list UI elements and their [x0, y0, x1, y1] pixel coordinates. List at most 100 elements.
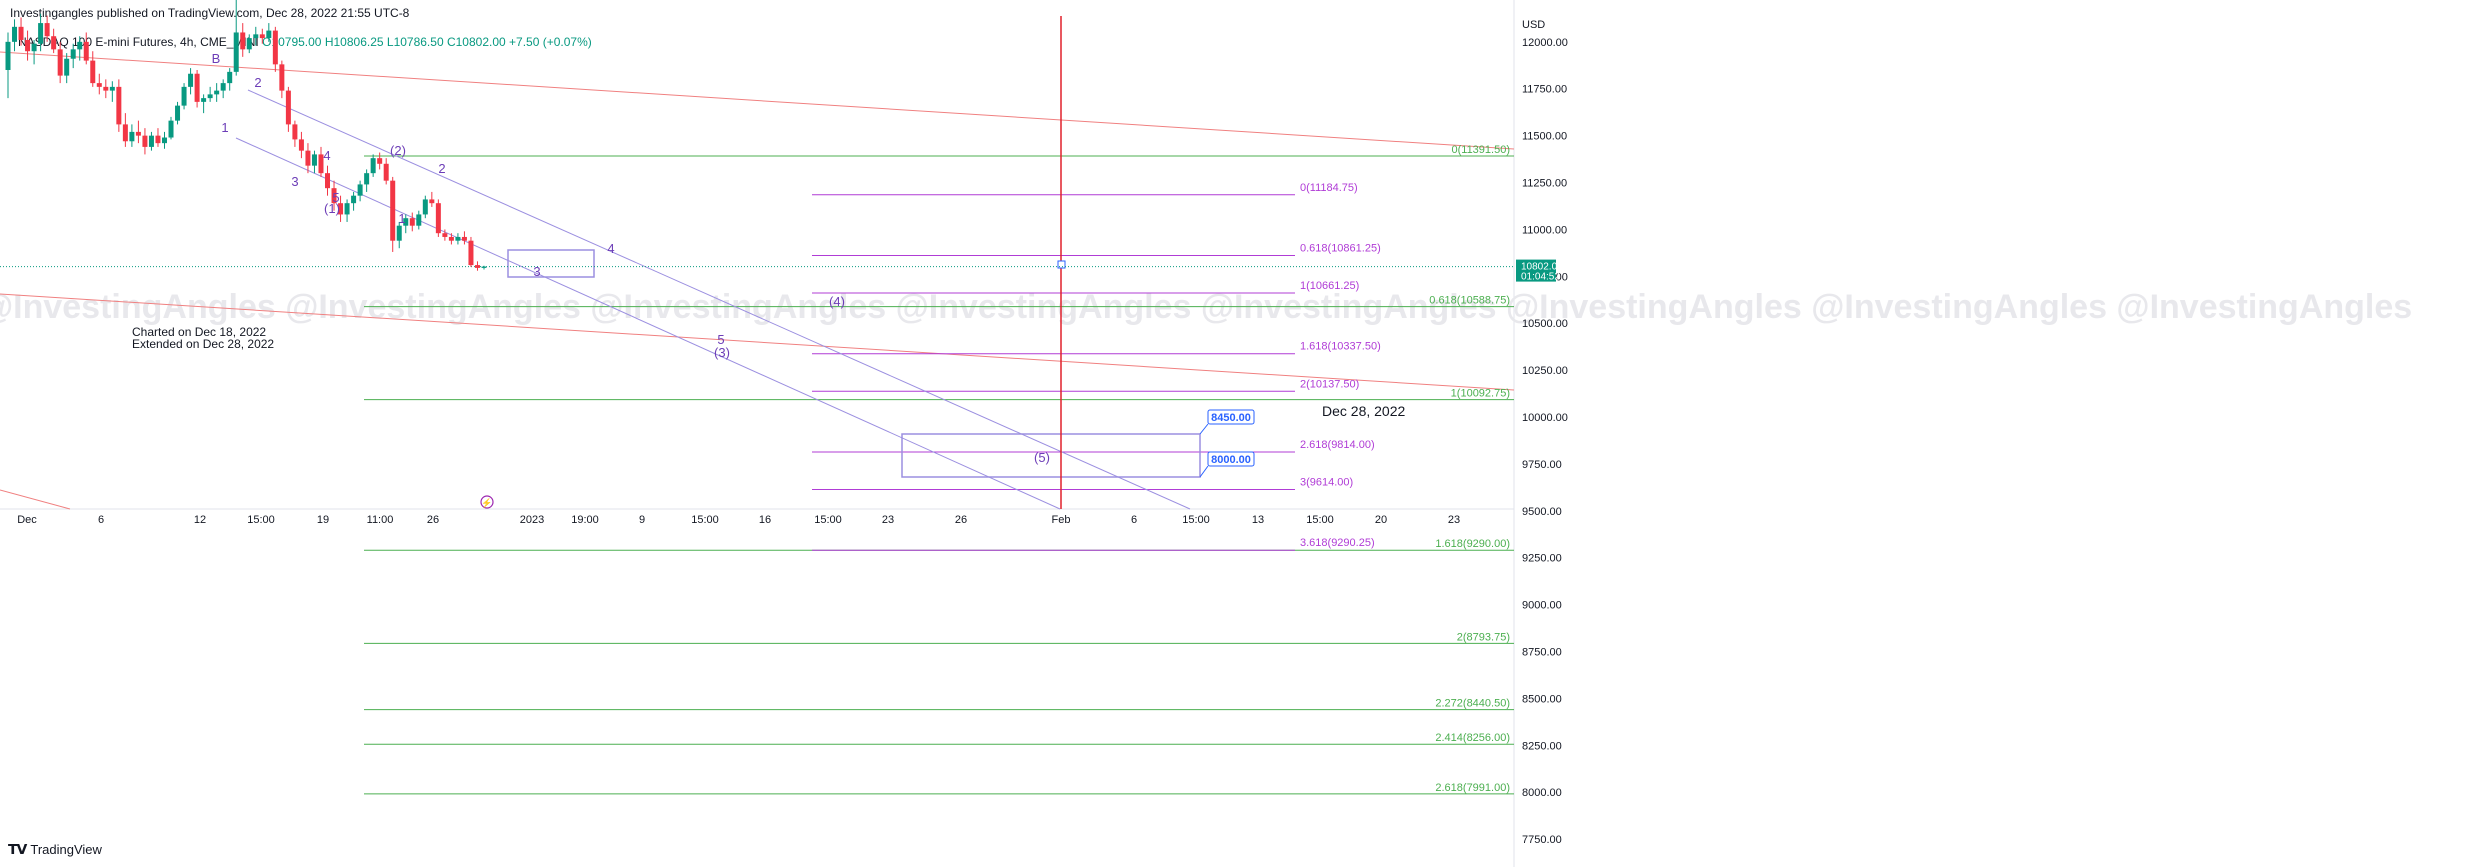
tradingview-footer[interactable]: 𝗧𝗩 TradingView	[8, 841, 102, 858]
channel-lower-line	[235, 137, 1061, 510]
tradingview-logo-icon: 𝗧𝗩	[8, 841, 27, 857]
fib-green-label: 2.618(7991.00)	[1435, 782, 1510, 794]
candle-body	[292, 124, 298, 140]
price-tag-value: 8450.00	[1211, 412, 1251, 424]
candle-body	[351, 195, 357, 204]
time-tick-label: 19:00	[571, 514, 599, 526]
channel-upper-line	[247, 89, 1191, 510]
time-tick-label: 12	[194, 514, 206, 526]
candle-body	[142, 135, 148, 147]
candle-body	[220, 83, 226, 91]
candle-body	[38, 23, 44, 44]
candle-body	[325, 173, 331, 189]
price-tick-label: 11500.00	[1522, 131, 1567, 143]
candle-body	[168, 120, 174, 138]
currency-label: USD	[1522, 19, 1545, 31]
candle-body	[285, 90, 291, 125]
price-tag-pointer	[1199, 465, 1209, 478]
candle-body	[253, 34, 259, 39]
price-tick-label: 9500.00	[1522, 506, 1562, 518]
last-price-tag	[1516, 259, 1556, 282]
time-tick-label: Dec	[17, 514, 37, 526]
price-tag-pointer	[1199, 423, 1209, 435]
date-marker-handle	[1057, 260, 1066, 269]
price-tick-label: 8250.00	[1522, 740, 1562, 752]
extended-note: Extended on Dec 28, 2022	[132, 337, 274, 351]
wave-label: B	[212, 51, 221, 66]
candle-body	[31, 43, 37, 52]
ohlc-low: L10786.50	[386, 35, 444, 49]
candle-body	[474, 265, 480, 268]
fib-purple-label: 0(11184.75)	[1300, 182, 1358, 194]
fib-purple-label: 2.618(9814.00)	[1300, 439, 1375, 451]
price-tick-label: 9000.00	[1522, 600, 1562, 612]
footer-brand: TradingView	[30, 842, 102, 857]
candle-body	[377, 158, 383, 164]
target-box-wave-3	[507, 249, 595, 278]
time-tick-label: 13	[1252, 514, 1264, 526]
wave-label: (5)	[1034, 450, 1050, 465]
candle-body	[279, 64, 285, 91]
candle-body	[396, 225, 402, 241]
time-tick-label: 15:00	[814, 514, 842, 526]
lightning-glyph: ⚡	[481, 497, 492, 509]
fib-purple-label: 1(10661.25)	[1300, 280, 1359, 292]
candle-body	[298, 139, 304, 151]
time-tick-label: 6	[1131, 514, 1137, 526]
candle-body	[175, 105, 181, 121]
candle-body	[70, 49, 76, 59]
candle-body	[305, 150, 311, 166]
price-tick-label: 11250.00	[1522, 178, 1567, 190]
fib-green-label: 2(8793.75)	[1457, 631, 1510, 643]
wave-label: (1)	[324, 201, 340, 216]
candle-body	[331, 188, 337, 204]
time-tick-label: 9	[639, 514, 645, 526]
charted-note: Charted on Dec 18, 2022	[132, 325, 266, 339]
candle-body	[364, 173, 370, 185]
fib-purple-label: 1.618(10337.50)	[1300, 341, 1381, 353]
time-tick-label: 16	[759, 514, 771, 526]
candle-body	[135, 131, 141, 136]
wave-label: 1	[221, 120, 228, 135]
candle-body	[5, 41, 11, 70]
time-tick-label: 2023	[520, 514, 544, 526]
wave-label: 3	[533, 264, 540, 279]
candle-body	[207, 94, 213, 99]
date-note: Dec 28, 2022	[1322, 403, 1405, 419]
candle-body	[259, 34, 265, 39]
time-tick-label: Feb	[1052, 514, 1071, 526]
candle-body	[390, 180, 396, 241]
price-tick-label: 10000.00	[1522, 412, 1568, 424]
price-tick-label: 10500.00	[1522, 318, 1568, 330]
fib-green-label: 0.618(10588.75)	[1429, 295, 1510, 307]
candle-body	[214, 90, 220, 95]
ohlc-close: C10802.00	[446, 35, 506, 49]
price-tick-label: 11000.00	[1522, 224, 1567, 236]
time-tick-label: 19	[317, 514, 329, 526]
candle-body	[90, 60, 96, 84]
price-tag-box	[1207, 409, 1255, 425]
candle-body	[338, 203, 344, 215]
time-tick-label: 20	[1375, 514, 1387, 526]
price-tick-label: 8000.00	[1522, 787, 1562, 799]
last-price-value: 10802.00	[1521, 262, 1563, 273]
fib-purple-label: 2(10137.50)	[1300, 378, 1359, 390]
ohlc-change: +7.50 (+0.07%)	[509, 35, 592, 49]
candle-body	[311, 154, 317, 166]
fib-purple-label: 3(9614.00)	[1300, 476, 1353, 488]
trendline-bottom	[0, 489, 71, 510]
candle-body	[129, 131, 135, 142]
candle-body	[240, 32, 246, 50]
wave-label: 1	[398, 211, 405, 226]
trendline-lower	[0, 293, 1515, 391]
candle-body	[188, 73, 194, 87]
fib-green-label: 2.272(8440.50)	[1435, 698, 1510, 710]
lightning-icon	[480, 495, 494, 509]
fib-green-label: 1(10092.75)	[1451, 388, 1510, 400]
price-tick-label: 7750.00	[1522, 834, 1562, 846]
time-tick-label: 23	[882, 514, 894, 526]
fib-green-label: 2.414(8256.00)	[1435, 732, 1510, 744]
candle-body	[403, 218, 409, 226]
candle-body	[246, 38, 252, 50]
